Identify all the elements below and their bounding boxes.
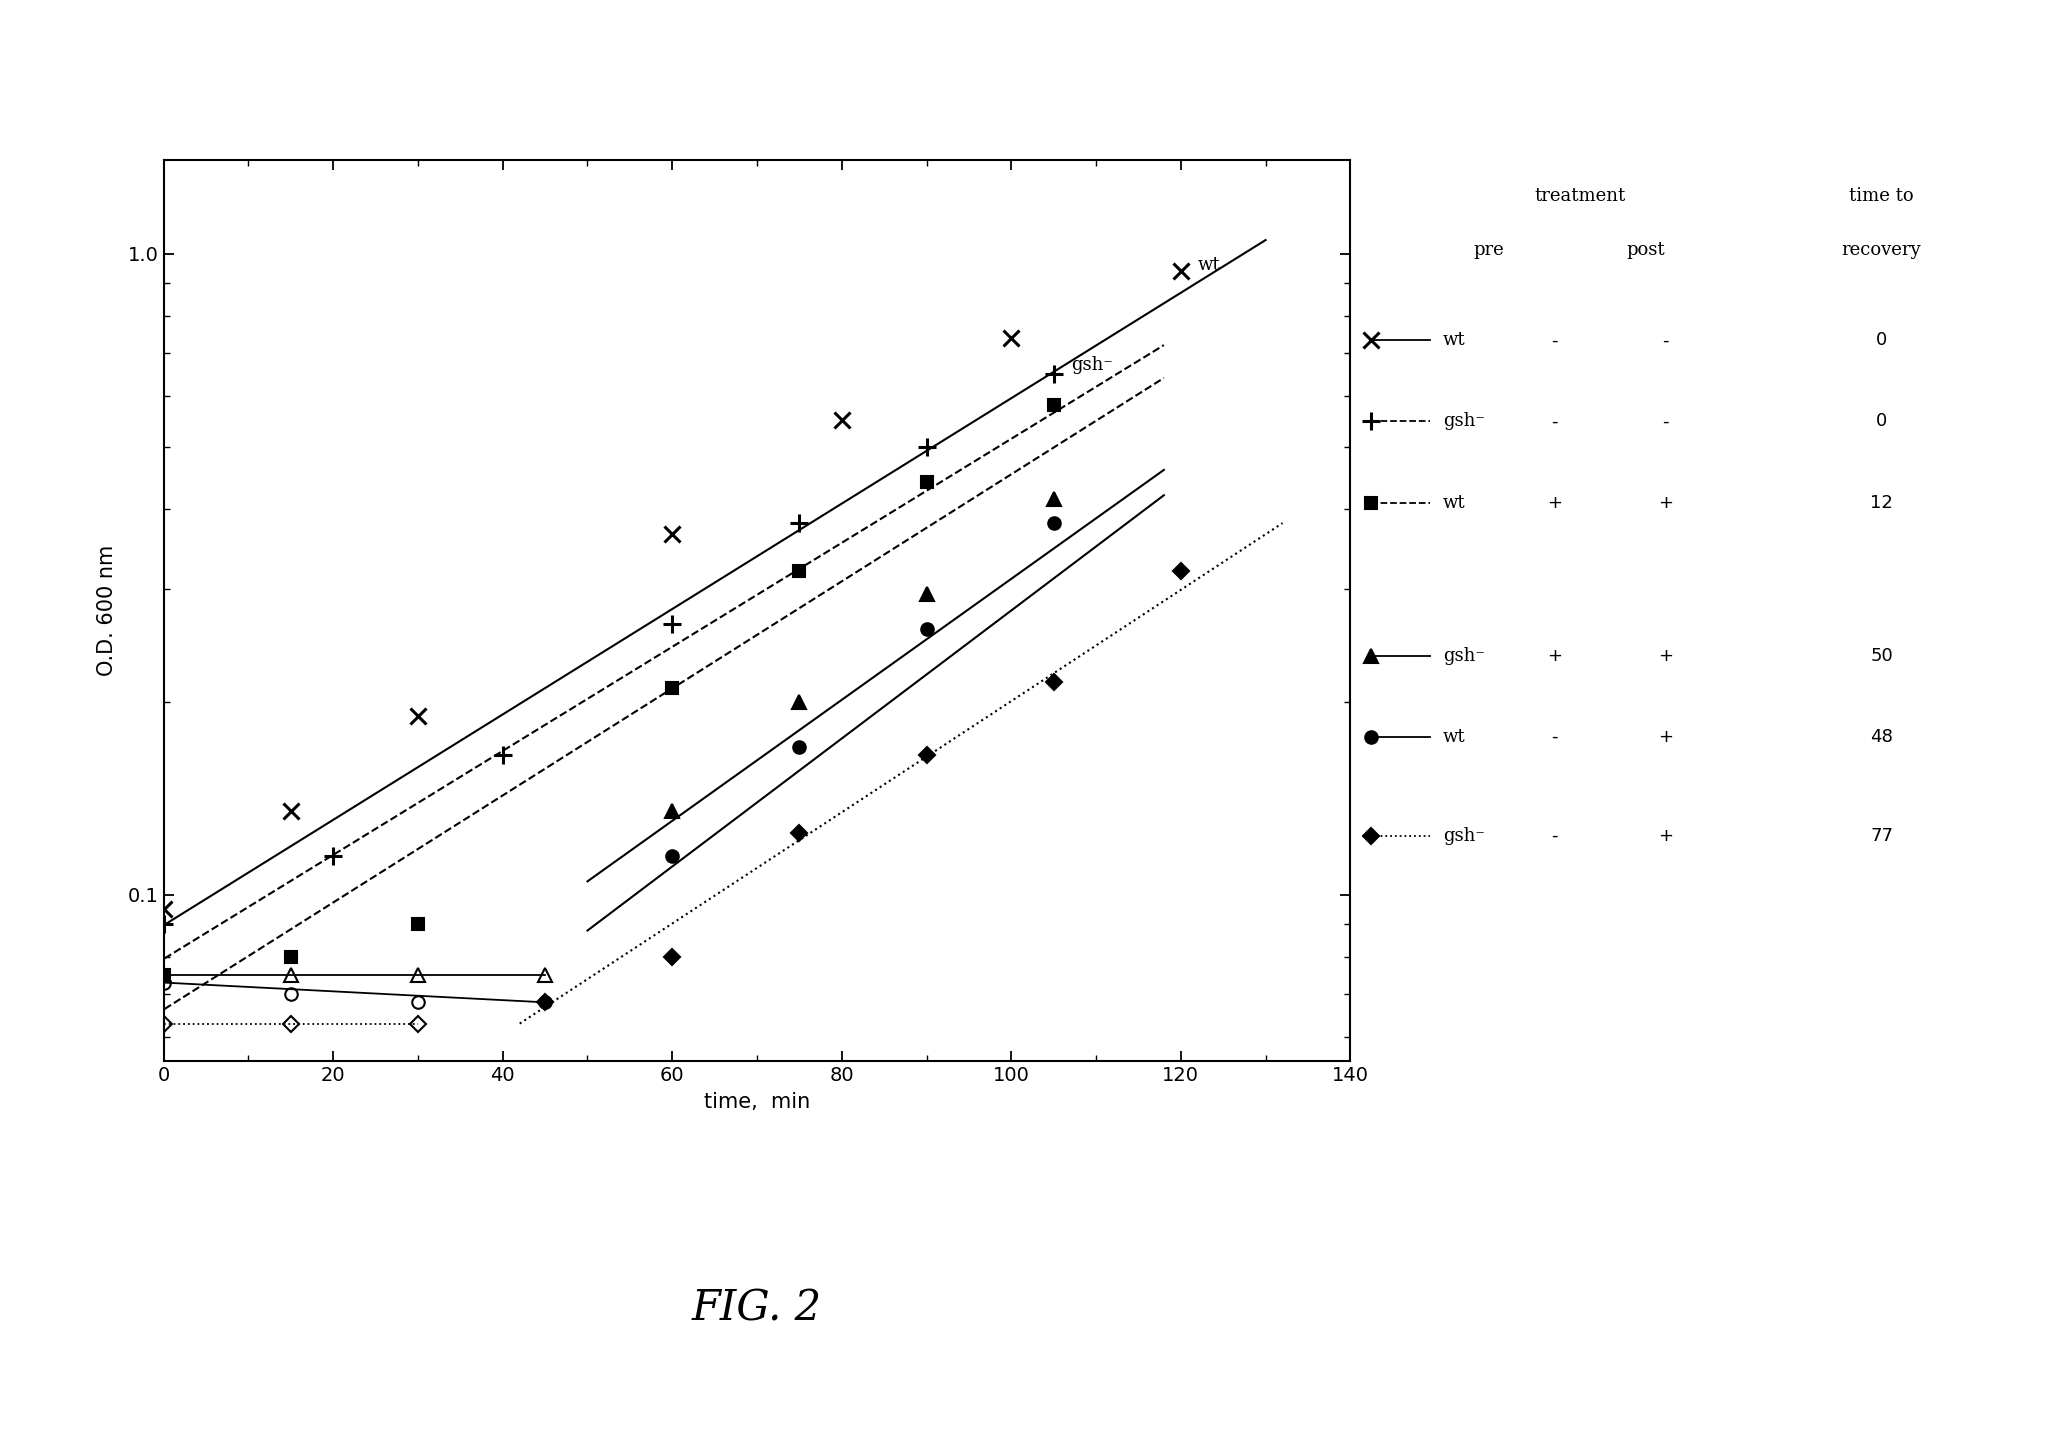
Text: 77: 77: [1870, 827, 1893, 845]
Text: +: +: [1657, 827, 1674, 845]
Text: 12: 12: [1870, 493, 1893, 512]
Text: pre: pre: [1473, 241, 1504, 259]
Text: +: +: [1657, 647, 1674, 664]
Y-axis label: O.D. 600 nm: O.D. 600 nm: [96, 545, 117, 676]
Text: FIG. 2: FIG. 2: [692, 1288, 822, 1329]
Text: -: -: [1661, 413, 1670, 430]
Text: gsh⁻: gsh⁻: [1442, 647, 1485, 664]
Text: 0: 0: [1876, 332, 1886, 349]
Text: gsh⁻: gsh⁻: [1442, 827, 1485, 845]
Text: -: -: [1551, 332, 1557, 349]
Text: +: +: [1547, 493, 1561, 512]
Text: +: +: [1657, 728, 1674, 746]
Text: +: +: [1657, 493, 1674, 512]
Text: treatment: treatment: [1534, 188, 1627, 205]
Text: recovery: recovery: [1841, 241, 1921, 259]
Text: post: post: [1627, 241, 1665, 259]
Text: +: +: [1547, 647, 1561, 664]
Text: -: -: [1661, 332, 1670, 349]
Text: -: -: [1551, 728, 1557, 746]
Text: wt: wt: [1442, 728, 1465, 746]
Text: 48: 48: [1870, 728, 1893, 746]
X-axis label: time,  min: time, min: [704, 1092, 810, 1112]
Text: wt: wt: [1197, 256, 1219, 273]
Text: 50: 50: [1870, 647, 1893, 664]
Text: 0: 0: [1876, 413, 1886, 430]
Text: wt: wt: [1442, 332, 1465, 349]
Text: wt: wt: [1442, 493, 1465, 512]
Text: gsh⁻: gsh⁻: [1070, 356, 1113, 374]
Text: gsh⁻: gsh⁻: [1442, 413, 1485, 430]
Text: -: -: [1551, 827, 1557, 845]
Text: time to: time to: [1850, 188, 1913, 205]
Text: -: -: [1551, 413, 1557, 430]
